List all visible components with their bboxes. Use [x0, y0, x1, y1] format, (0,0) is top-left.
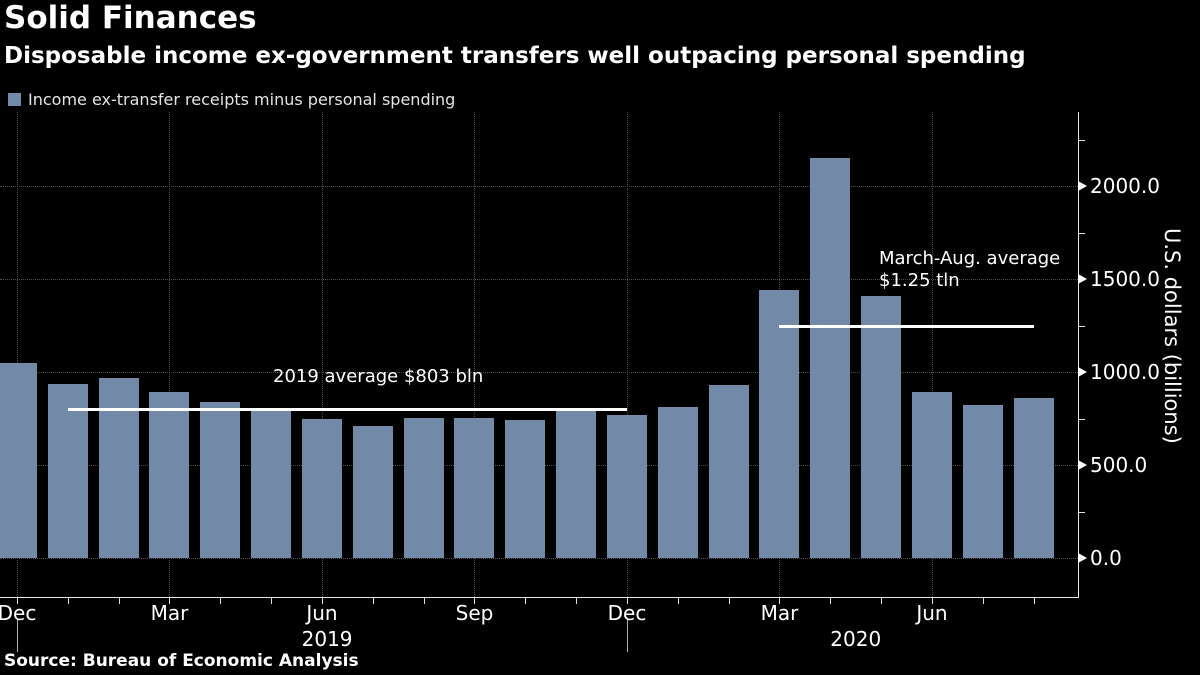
x-tick — [169, 598, 170, 604]
year-label: 2020 — [830, 627, 882, 651]
x-tick — [474, 598, 475, 604]
y-tick-label: 2000.0 — [1090, 174, 1160, 198]
y-tick-arrow — [1078, 181, 1087, 191]
bar-aug-2020 — [1013, 398, 1054, 558]
gridline-horizontal — [0, 186, 1078, 187]
bar-jan-2020 — [657, 407, 698, 558]
source-note: Source: Bureau of Economic Analysis — [4, 651, 359, 671]
x-tick — [424, 598, 425, 604]
y-tick-label: 1000.0 — [1090, 360, 1160, 384]
y-tick-minor — [1078, 232, 1085, 234]
bar-mar-2020 — [759, 290, 800, 558]
year-separator — [627, 620, 628, 652]
x-tick — [220, 598, 221, 604]
average-line-1 — [67, 407, 627, 411]
bar-nov-2019 — [556, 408, 597, 558]
y-tick-label: 500.0 — [1090, 453, 1148, 477]
legend-label: Income ex-transfer receipts minus person… — [28, 90, 456, 109]
x-tick-label: Jun — [916, 601, 948, 625]
x-tick — [17, 598, 18, 604]
x-tick — [627, 598, 628, 604]
bar-aug-2019 — [403, 417, 444, 558]
x-tick — [1034, 598, 1035, 604]
bar-may-2020 — [861, 295, 902, 558]
bar-may-2019 — [251, 411, 292, 558]
x-tick — [271, 598, 272, 604]
x-tick-label: Jun — [306, 601, 338, 625]
bar-apr-2020 — [810, 158, 851, 558]
gridline-horizontal — [0, 372, 1078, 373]
bar-jun-2019 — [301, 418, 342, 558]
gridline-horizontal — [0, 558, 1078, 559]
year-separator — [17, 620, 18, 652]
x-tick-label: Sep — [455, 601, 494, 625]
x-tick-label: Mar — [760, 601, 799, 625]
annotation-text-2: March-Aug. average $1.25 tln — [879, 248, 1061, 291]
legend-swatch-icon — [8, 93, 21, 106]
y-tick-minor — [1078, 511, 1085, 513]
bar-dec-2018 — [0, 362, 37, 558]
x-tick — [576, 598, 577, 604]
y-tick-minor — [1078, 325, 1085, 327]
bar-apr-2019 — [200, 401, 241, 558]
bar-jul-2020 — [962, 405, 1003, 558]
chart-subtitle: Disposable income ex-government transfer… — [4, 43, 1026, 69]
y-tick-arrow — [1078, 553, 1087, 563]
x-tick — [983, 598, 984, 604]
average-line-2 — [779, 324, 1034, 328]
bar-dec-2019 — [606, 414, 647, 558]
y-tick-label: 1500.0 — [1090, 267, 1160, 291]
legend: Income ex-transfer receipts minus person… — [8, 90, 455, 109]
x-tick — [779, 598, 780, 604]
y-tick-minor — [1078, 139, 1085, 141]
gridline-vertical — [932, 112, 933, 597]
annotation-text-1: 2019 average $803 bln — [273, 366, 484, 387]
bar-jan-2019 — [47, 384, 88, 558]
x-tick — [729, 598, 730, 604]
x-tick-label: Dec — [0, 601, 37, 625]
y-tick-arrow — [1078, 460, 1087, 470]
gridline-vertical — [474, 112, 475, 597]
x-tick-label: Mar — [150, 601, 189, 625]
x-tick — [678, 598, 679, 604]
x-tick — [525, 598, 526, 604]
bar-sep-2019 — [454, 417, 495, 558]
gridline-vertical — [169, 112, 170, 597]
bar-oct-2019 — [505, 420, 546, 558]
year-label: 2019 — [301, 627, 353, 651]
y-tick-arrow — [1078, 367, 1087, 377]
x-tick — [119, 598, 120, 604]
gridline-vertical — [627, 112, 628, 597]
bar-mar-2019 — [149, 392, 190, 558]
x-tick — [881, 598, 882, 604]
y-tick-minor — [1078, 418, 1085, 420]
x-tick — [68, 598, 69, 604]
plot-area: 2019 average $803 bln March-Aug. average … — [0, 112, 1079, 598]
gridline-vertical — [322, 112, 323, 597]
x-tick-label: Dec — [607, 601, 647, 625]
y-tick-label: 0.0 — [1090, 546, 1122, 570]
bar-feb-2019 — [98, 377, 139, 558]
x-tick — [373, 598, 374, 604]
gridline-vertical — [17, 112, 18, 597]
y-tick-arrow — [1078, 274, 1087, 284]
bar-feb-2020 — [708, 385, 749, 558]
chart-title: Solid Finances — [4, 0, 257, 36]
y-axis-title: U.S. dollars (billions) — [1160, 228, 1184, 444]
bar-jun-2020 — [911, 392, 952, 558]
bar-jul-2019 — [352, 425, 393, 558]
x-tick — [322, 598, 323, 604]
x-tick — [932, 598, 933, 604]
x-tick — [830, 598, 831, 604]
gridline-horizontal — [0, 279, 1078, 280]
